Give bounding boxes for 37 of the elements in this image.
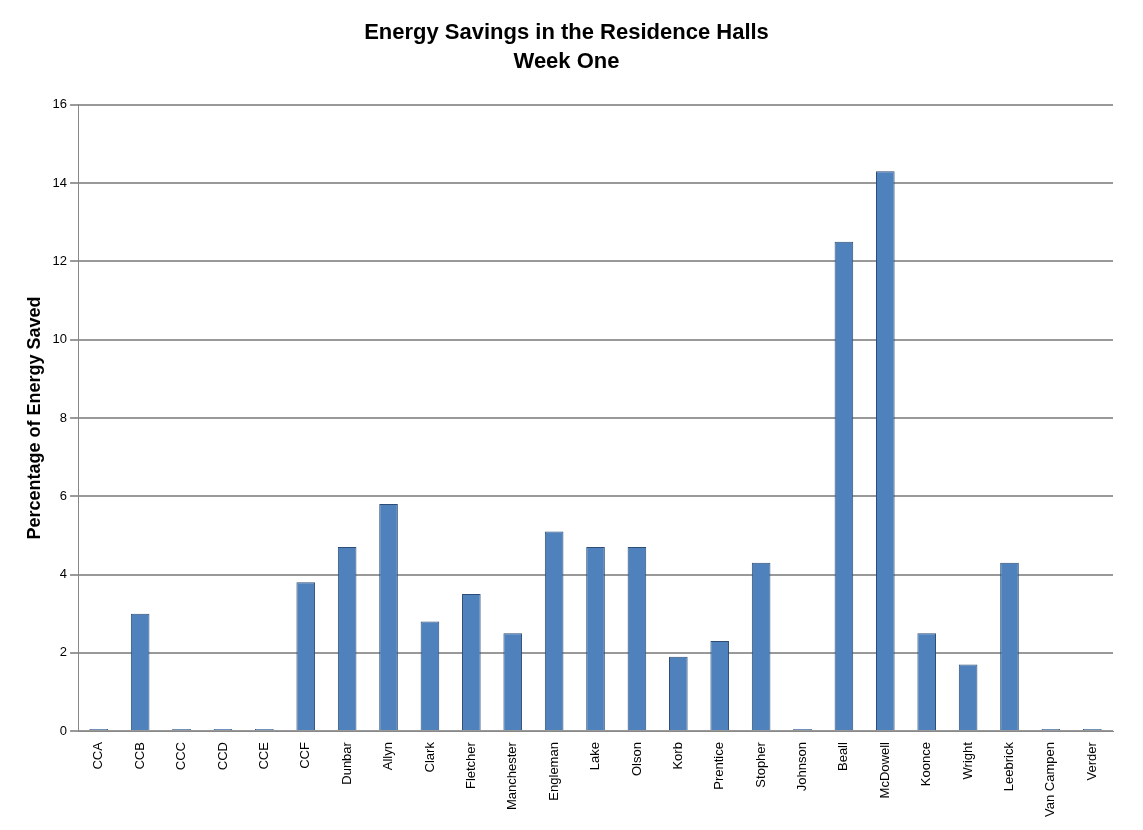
y-tick-label: 10 [52, 331, 68, 347]
y-tick-label: 2 [59, 644, 68, 660]
chart-title: Energy Savings in the Residence Halls [364, 19, 769, 45]
y-tick-label: 12 [52, 252, 68, 268]
x-tick-label: Manchester [504, 741, 520, 811]
x-tick-label: CCC [173, 742, 189, 771]
y-tick-label: 6 [59, 487, 68, 503]
x-tick-label: Olson [628, 742, 644, 777]
x-tick-label: CCB [131, 742, 147, 770]
x-tick-label: Verder [1083, 741, 1099, 781]
y-axis-title: Percentage of Energy Saved [23, 296, 44, 540]
x-tick-label: Fletcher [462, 741, 478, 790]
x-tick-label: Van Campen [1042, 742, 1058, 818]
chart-subtitle: Week One [513, 47, 620, 73]
y-tick-label: 4 [59, 566, 68, 582]
x-tick-label: McDowell [876, 741, 892, 799]
x-tick-label: Prentice [711, 742, 727, 790]
y-tick-label: 14 [52, 174, 68, 190]
x-tick-label: Allyn [380, 742, 396, 771]
y-tick-label: 0 [59, 722, 68, 738]
x-tick-label: Koonce [918, 742, 934, 787]
x-tick-label: Leebrick [1001, 741, 1017, 792]
x-tick-label: Wright [959, 741, 975, 780]
y-tick-label: 16 [52, 96, 68, 112]
x-tick-label: CCD [214, 742, 230, 771]
x-tick-label: Dunbar [338, 741, 354, 785]
y-tick-label: 8 [59, 409, 68, 425]
x-tick-label: Engleman [545, 742, 561, 801]
x-tick-label: Clark [421, 741, 437, 773]
x-tick-label: CCF [297, 742, 313, 769]
x-tick-label: Beall [835, 741, 851, 772]
x-tick-label: Stopher [752, 741, 768, 788]
x-tick-label: CCE [255, 741, 271, 770]
x-tick-label: Johnson [794, 742, 810, 792]
x-tick-label: CCA [90, 741, 106, 770]
x-tick-label: Korb [669, 742, 685, 770]
x-tick-label: Lake [587, 742, 603, 771]
